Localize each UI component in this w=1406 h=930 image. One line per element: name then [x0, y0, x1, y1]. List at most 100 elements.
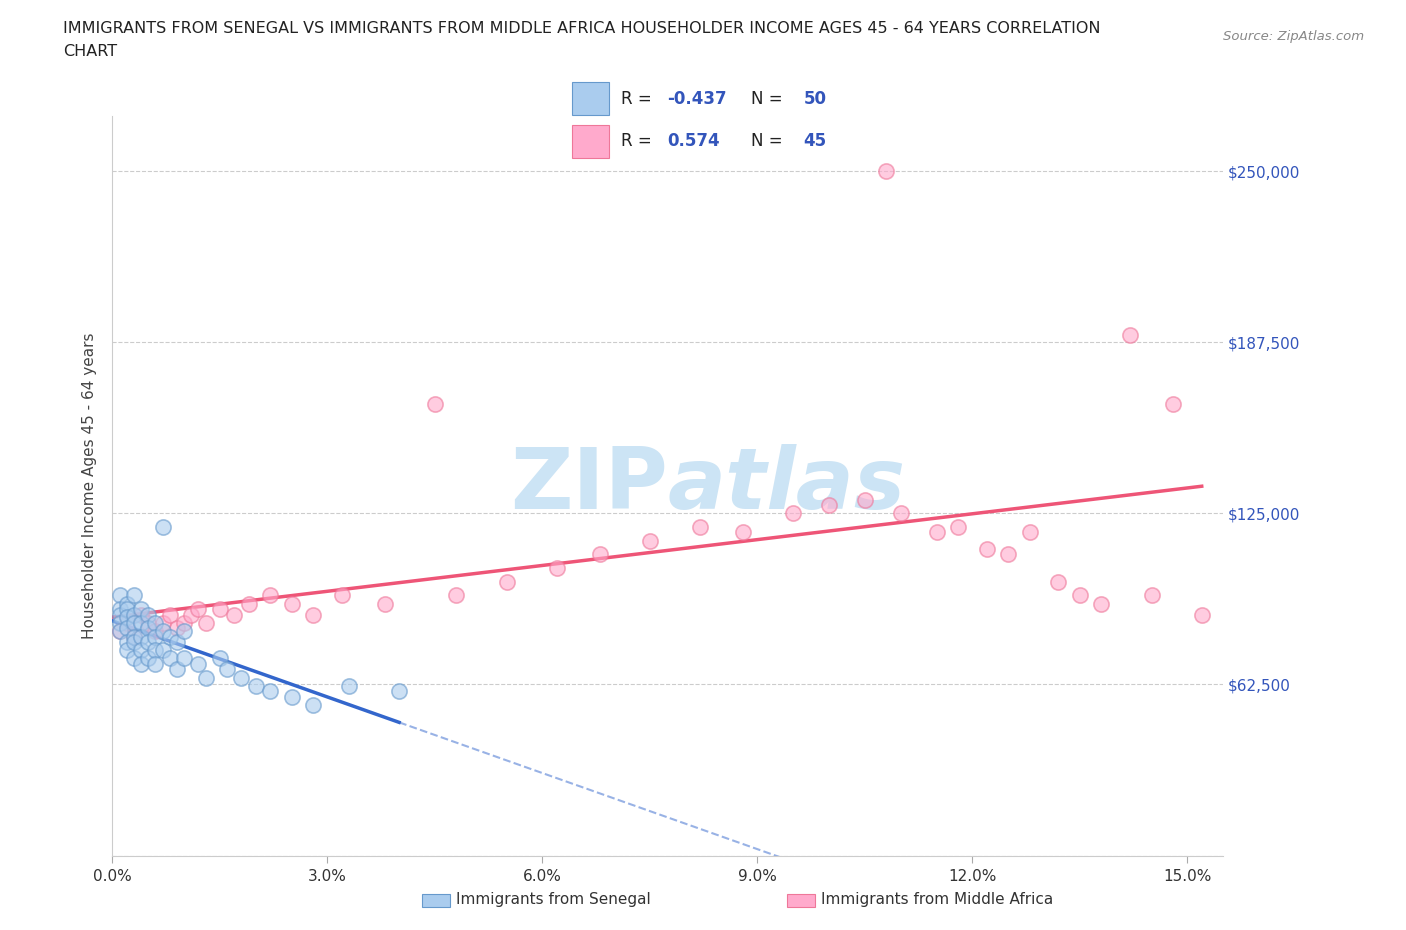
Point [108, 616, 131, 631]
Point [159, 651, 181, 666]
Point [689, 520, 711, 535]
Text: Immigrants from Senegal: Immigrants from Senegal [456, 892, 651, 907]
Point [818, 498, 841, 512]
Point [152, 624, 174, 639]
Point [166, 662, 188, 677]
Point [115, 602, 138, 617]
Point [115, 616, 138, 631]
Point [145, 657, 167, 671]
Point [145, 629, 167, 644]
Point [280, 689, 302, 704]
Text: IMMIGRANTS FROM SENEGAL VS IMMIGRANTS FROM MIDDLE AFRICA HOUSEHOLDER INCOME AGES: IMMIGRANTS FROM SENEGAL VS IMMIGRANTS FR… [63, 21, 1101, 36]
Point [208, 651, 231, 666]
Point [1191, 607, 1213, 622]
Point [136, 634, 159, 649]
Point [173, 616, 195, 631]
Text: Immigrants from Middle Africa: Immigrants from Middle Africa [821, 892, 1053, 907]
Text: N =: N = [751, 132, 787, 151]
Point [115, 621, 138, 636]
Point [108, 602, 131, 617]
Point [122, 629, 145, 644]
Point [145, 624, 167, 639]
Point [330, 588, 353, 603]
Point [159, 607, 181, 622]
Point [187, 602, 209, 617]
Point [280, 596, 302, 611]
Text: 0.574: 0.574 [668, 132, 720, 151]
Point [152, 616, 174, 631]
Text: 50: 50 [804, 89, 827, 108]
Point [302, 698, 325, 712]
Point [122, 634, 145, 649]
Text: Source: ZipAtlas.com: Source: ZipAtlas.com [1223, 30, 1364, 43]
Point [388, 684, 411, 698]
Point [302, 607, 325, 622]
Point [122, 616, 145, 631]
Point [122, 629, 145, 644]
Point [129, 657, 152, 671]
Point [374, 596, 396, 611]
Point [925, 525, 948, 540]
Point [108, 624, 131, 639]
Point [208, 602, 231, 617]
Point [946, 520, 969, 535]
Point [546, 561, 568, 576]
Point [1018, 525, 1040, 540]
Point [136, 607, 159, 622]
Point [259, 588, 281, 603]
Point [115, 634, 138, 649]
Point [108, 588, 131, 603]
Point [638, 533, 661, 548]
Point [238, 596, 260, 611]
Text: atlas: atlas [668, 445, 905, 527]
Point [108, 624, 131, 639]
Point [115, 610, 138, 625]
Point [122, 607, 145, 622]
Point [152, 643, 174, 658]
Point [145, 616, 167, 631]
Point [853, 492, 876, 507]
Point [875, 164, 897, 179]
Point [122, 651, 145, 666]
Point [173, 651, 195, 666]
Text: R =: R = [621, 132, 662, 151]
Point [997, 547, 1019, 562]
Point [136, 621, 159, 636]
Point [1161, 396, 1184, 411]
Point [194, 671, 217, 685]
Point [145, 643, 167, 658]
Point [129, 616, 152, 631]
Point [180, 607, 202, 622]
Point [129, 629, 152, 644]
Point [187, 657, 209, 671]
Point [194, 616, 217, 631]
Point [122, 588, 145, 603]
Point [589, 547, 612, 562]
Point [733, 525, 755, 540]
FancyBboxPatch shape [572, 82, 609, 115]
Point [136, 616, 159, 631]
Point [495, 575, 517, 590]
Point [129, 607, 152, 622]
Point [1140, 588, 1163, 603]
Point [166, 621, 188, 636]
Point [166, 634, 188, 649]
Point [245, 678, 267, 693]
Y-axis label: Householder Income Ages 45 - 64 years: Householder Income Ages 45 - 64 years [82, 333, 97, 639]
Text: 45: 45 [804, 132, 827, 151]
Point [115, 643, 138, 658]
Point [108, 607, 131, 622]
Point [152, 520, 174, 535]
Point [1119, 328, 1142, 343]
Point [173, 624, 195, 639]
Point [259, 684, 281, 698]
Point [159, 629, 181, 644]
Text: CHART: CHART [63, 44, 117, 59]
Point [1069, 588, 1091, 603]
Point [129, 602, 152, 617]
Point [337, 678, 360, 693]
Point [224, 607, 246, 622]
Point [446, 588, 468, 603]
Text: -0.437: -0.437 [668, 89, 727, 108]
Point [423, 396, 446, 411]
